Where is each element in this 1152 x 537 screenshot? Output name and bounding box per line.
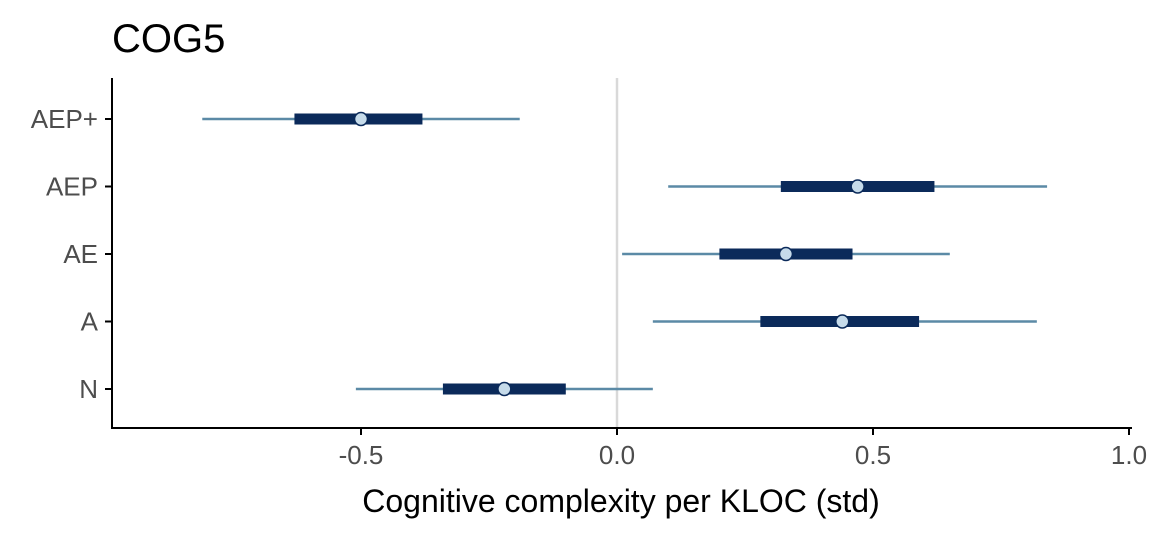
x-tick-label: 0.5 [855,440,891,470]
y-tick-label: AEP [46,172,98,202]
y-tick-label: AEP+ [31,104,98,134]
point-estimate [850,179,865,194]
y-tick-label: A [81,307,99,337]
y-tick-label: AE [63,239,98,269]
point-estimate [778,246,794,262]
point-estimate [497,381,512,397]
x-tick-label: -0.5 [339,440,384,470]
x-tick-label: 1.0 [1111,440,1147,470]
chart-title: COG5 [112,17,225,61]
point-estimate [834,314,850,329]
x-tick-label: 0.0 [599,440,635,470]
y-tick-label: N [79,374,98,404]
plot-area: -0.5 0.0 0.5 1.0 AEP+ AEP AE A N [31,78,1147,470]
point-estimate [353,111,369,127]
x-axis-title: Cognitive complexity per KLOC (std) [362,483,880,519]
